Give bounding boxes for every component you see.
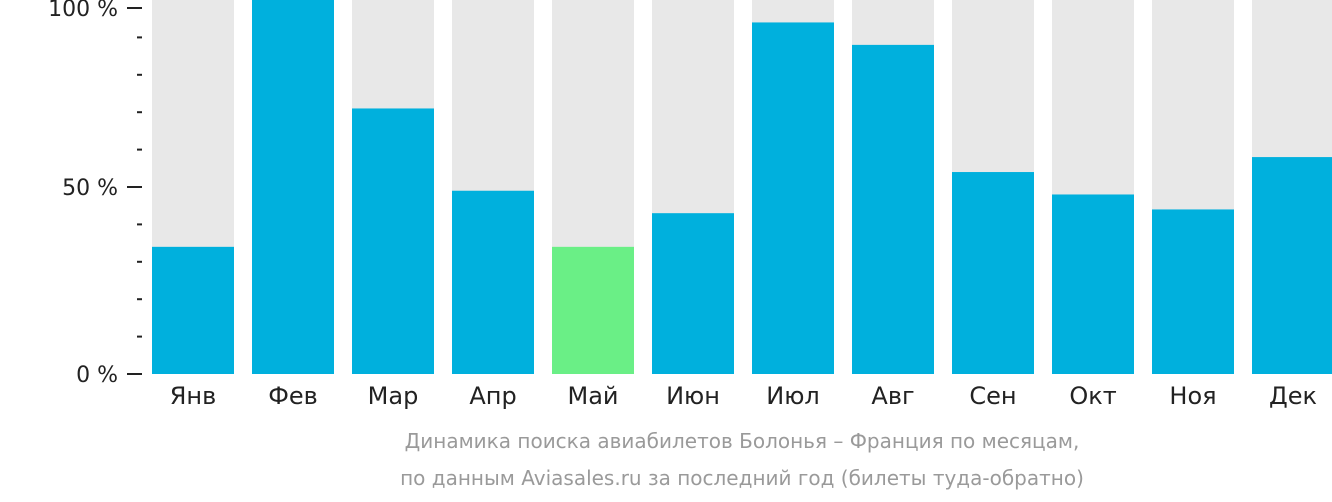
x-tick-label: Июл	[766, 382, 820, 410]
y-tick-label: 50 %	[62, 176, 118, 201]
x-tick-label: Мар	[368, 382, 419, 410]
x-tick-label: Сен	[969, 382, 1016, 410]
bar	[652, 213, 734, 374]
bar	[1152, 209, 1234, 374]
x-tick-label: Дек	[1269, 382, 1317, 410]
bar	[952, 172, 1034, 374]
bar	[752, 22, 834, 374]
x-tick-label: Апр	[469, 382, 516, 410]
x-tick-label: Янв	[170, 382, 217, 410]
bar	[352, 108, 434, 375]
bar	[852, 44, 934, 374]
y-tick-label: 0 %	[76, 363, 118, 388]
y-tick-label: 100 %	[48, 0, 118, 22]
x-tick-label: Июн	[666, 382, 720, 410]
bar	[152, 246, 234, 374]
bar	[1252, 157, 1332, 374]
x-tick-label: Май	[567, 382, 618, 410]
x-tick-label: Ноя	[1169, 382, 1216, 410]
x-tick-label: Фев	[268, 382, 318, 410]
bar	[452, 190, 534, 374]
chart-caption-line-1: Динамика поиска авиабилетов Болонья – Фр…	[404, 429, 1080, 453]
bar-chart: Янв Фев Мар Апр Май Июн Июл Авг Сен Окт Ноя Дек 0 % 5…	[48, 0, 1332, 410]
chart-caption-line-2: по данным Aviasales.ru за последний год …	[400, 466, 1084, 490]
bar	[1052, 194, 1134, 374]
x-tick-label: Окт	[1069, 382, 1116, 410]
bar	[252, 0, 334, 374]
bar	[552, 246, 634, 374]
x-tick-label: Авг	[871, 382, 914, 410]
